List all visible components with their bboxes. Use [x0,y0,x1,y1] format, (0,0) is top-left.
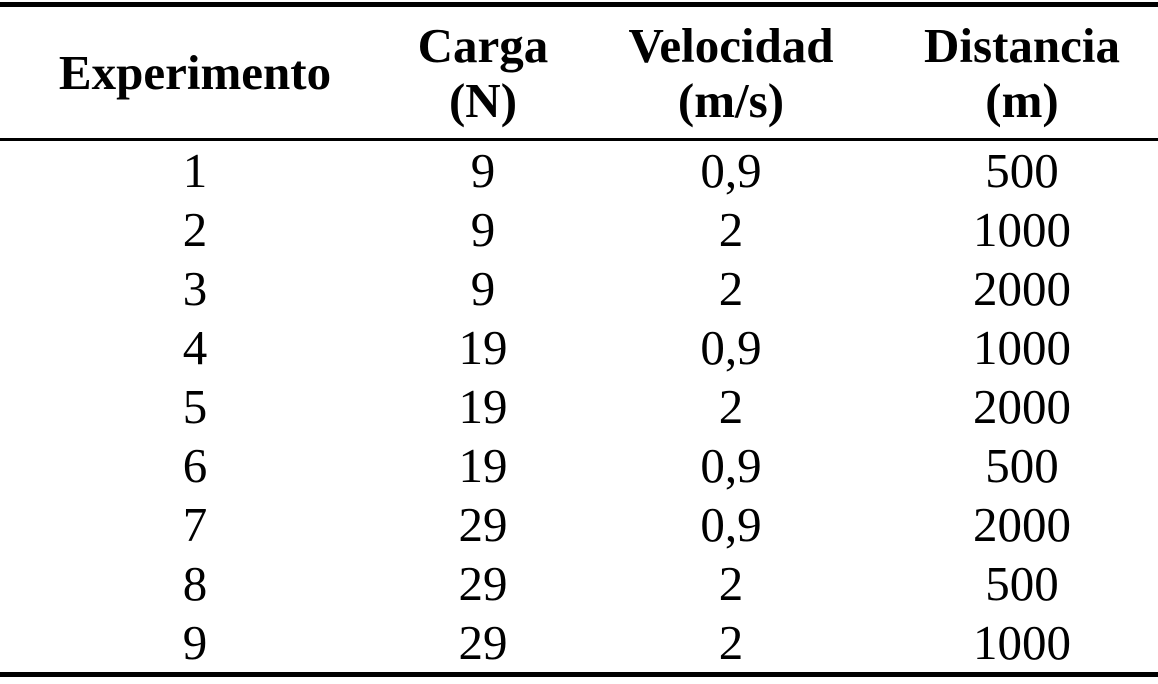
column-header-experimento: Experimento [0,4,390,141]
table-row: 2 9 2 1000 [0,200,1158,259]
table-cell: 500 [985,556,1059,611]
header-label-carga: Carga [417,17,549,73]
table-row: 4 19 0,9 1000 [0,318,1158,377]
table-cell: 19 [458,438,508,493]
table-cell: 4 [182,320,208,375]
table-cell: 500 [985,143,1059,198]
table-cell: 19 [458,320,508,375]
header-unit-velocidad: (m/s) [677,72,785,128]
table-cell: 1000 [973,615,1071,670]
table-row: 6 19 0,9 500 [0,436,1158,495]
table-cell: 0,9 [700,320,762,375]
table-cell: 2 [182,202,208,257]
table-cell: 29 [458,615,508,670]
header-label-distancia: Distancia [924,17,1120,73]
table-cell: 5 [182,379,208,434]
table-header: Experimento Carga (N) Velocidad (m/s) Di… [0,4,1158,141]
table-row: 5 19 2 2000 [0,377,1158,436]
table-row: 7 29 0,9 2000 [0,495,1158,554]
table-cell: 0,9 [700,143,762,198]
table-cell: 7 [182,497,208,552]
table-cell: 2 [718,556,744,611]
column-header-carga: Carga (N) [390,4,576,141]
table-cell: 19 [458,379,508,434]
table-cell: 9 [470,261,496,316]
table-cell: 29 [458,556,508,611]
table-cell: 0,9 [700,438,762,493]
table-row: 3 9 2 2000 [0,259,1158,318]
header-unit-distancia: (m) [985,72,1059,128]
table-cell: 2000 [973,379,1071,434]
header-label-velocidad: Velocidad [628,17,834,73]
header-label-experimento: Experimento [58,45,332,100]
table-cell: 6 [182,438,208,493]
table-cell: 2 [718,261,744,316]
table-cell: 29 [458,497,508,552]
table-row: 1 9 0,9 500 [0,140,1158,201]
table-cell: 500 [985,438,1059,493]
table-cell: 2 [718,379,744,434]
table-body: 1 9 0,9 500 2 9 2 1000 3 9 2 2000 4 19 0,9 1000 5 19 2 2000… [0,140,1158,675]
table-cell: 2000 [973,497,1071,552]
table-cell: 9 [470,143,496,198]
table-cell: 1000 [973,320,1071,375]
table-cell: 1 [182,143,208,198]
header-unit-carga: (N) [448,72,518,128]
table-cell: 9 [182,615,208,670]
table-row: 9 29 2 1000 [0,613,1158,675]
column-header-distancia: Distancia (m) [886,4,1158,141]
header-row: Experimento Carga (N) Velocidad (m/s) Di… [0,4,1158,141]
table-cell: 8 [182,556,208,611]
table-cell: 2000 [973,261,1071,316]
table-cell: 2 [718,202,744,257]
table-cell: 0,9 [700,497,762,552]
table-cell: 9 [470,202,496,257]
table-cell: 2 [718,615,744,670]
column-header-velocidad: Velocidad (m/s) [576,4,886,141]
table-row: 8 29 2 500 [0,554,1158,613]
table-cell: 1000 [973,202,1071,257]
table-cell: 3 [182,261,208,316]
